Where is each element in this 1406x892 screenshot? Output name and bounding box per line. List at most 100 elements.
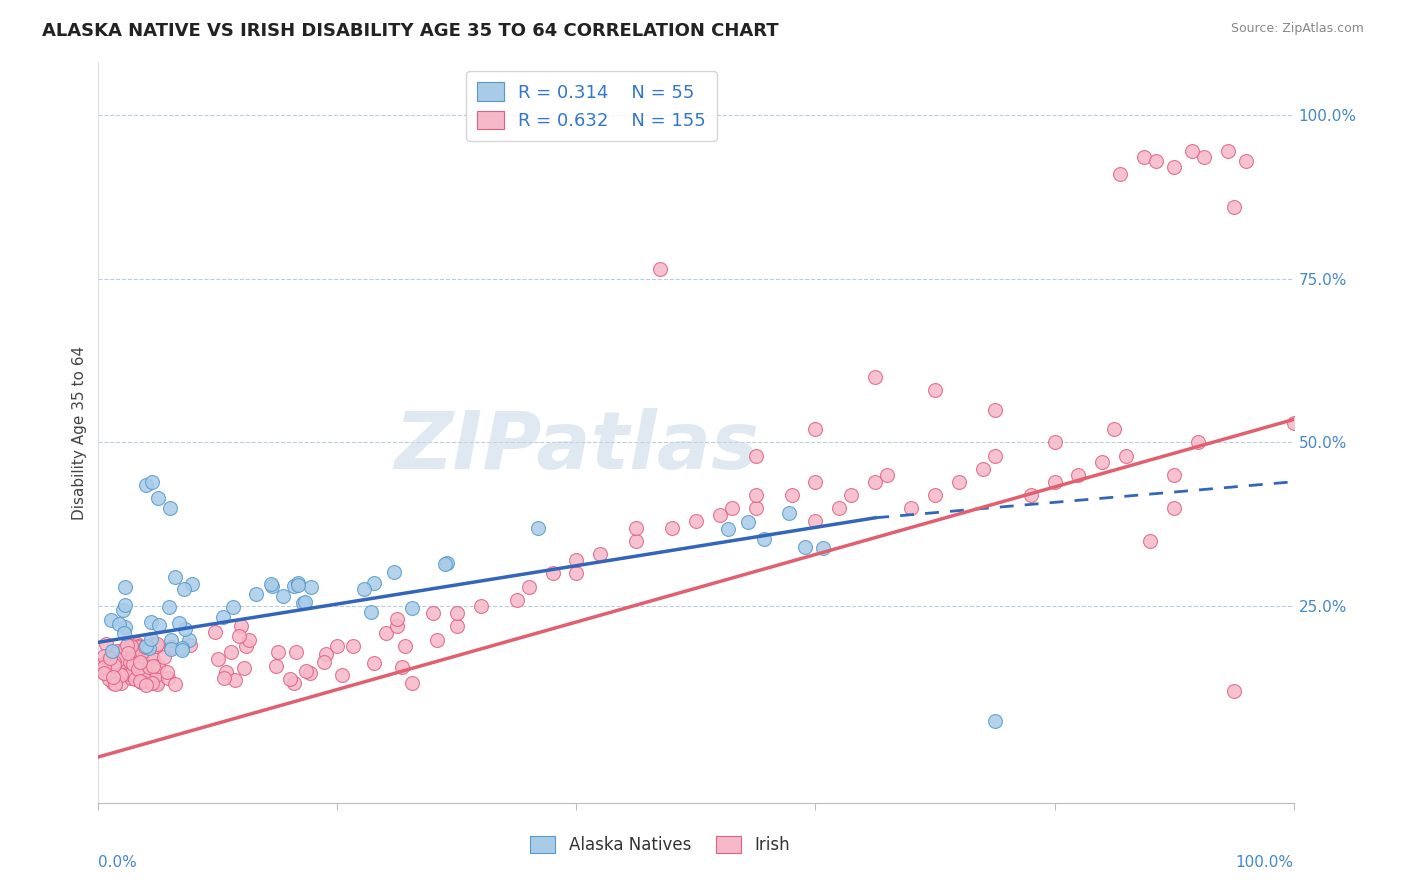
Point (717, 522, 740, 536)
Point (299, 581, 322, 595)
Point (721, 500, 744, 515)
Point (114, 620, 136, 634)
Point (266, 659, 288, 673)
Point (648, 261, 672, 276)
Point (142, 637, 165, 651)
Point (138, 660, 160, 674)
Point (984, 402, 1007, 417)
Point (565, 566, 588, 581)
Point (287, 576, 309, 591)
Point (148, 617, 170, 632)
Point (1187, 435, 1209, 450)
Point (1109, 167, 1132, 181)
Point (114, 641, 136, 656)
Point (330, 667, 353, 681)
Point (315, 648, 337, 662)
Point (179, 638, 201, 652)
Point (107, 663, 129, 677)
Point (865, 370, 887, 384)
Point (211, 610, 233, 624)
Point (394, 640, 416, 654)
Point (131, 675, 153, 690)
Point (138, 675, 160, 690)
Point (235, 639, 257, 653)
Point (165, 677, 187, 691)
Point (145, 639, 167, 653)
Point (114, 665, 136, 680)
Point (165, 570, 187, 584)
Point (135, 678, 157, 692)
Y-axis label: Disability Age 35 to 64: Disability Age 35 to 64 (72, 345, 87, 520)
Point (212, 671, 235, 685)
Point (924, 488, 946, 502)
Point (170, 640, 193, 655)
Point (1163, 500, 1185, 515)
Point (135, 639, 157, 653)
Point (159, 500, 181, 515)
Point (661, 521, 683, 535)
Point (143, 662, 166, 676)
Point (157, 600, 180, 615)
Point (114, 598, 136, 612)
Point (287, 578, 309, 592)
Point (134, 640, 156, 655)
Text: 0.0%: 0.0% (98, 855, 138, 870)
Point (100, 613, 122, 627)
Point (745, 500, 768, 515)
Point (148, 491, 170, 505)
Point (292, 596, 315, 610)
Point (446, 606, 468, 620)
Point (1133, 151, 1156, 165)
Point (541, 566, 564, 581)
Point (142, 665, 165, 680)
Point (142, 659, 165, 673)
Point (221, 599, 243, 614)
Point (267, 645, 290, 659)
Point (111, 654, 134, 668)
Point (97, 672, 120, 686)
Point (127, 662, 149, 676)
Point (101, 670, 124, 684)
Point (360, 605, 382, 619)
Point (1163, 468, 1185, 483)
Point (103, 675, 125, 690)
Point (1192, 151, 1215, 165)
Point (804, 422, 827, 436)
Point (127, 640, 149, 655)
Point (228, 629, 250, 643)
Point (229, 619, 252, 633)
Point (446, 619, 468, 633)
Point (385, 612, 409, 626)
Point (94, 667, 117, 681)
Point (125, 637, 148, 651)
Point (139, 632, 162, 646)
Point (745, 449, 768, 463)
Point (1139, 533, 1161, 548)
Point (121, 648, 143, 663)
Point (107, 665, 129, 679)
Point (136, 670, 159, 684)
Point (391, 660, 413, 674)
Point (589, 547, 612, 561)
Point (900, 500, 922, 515)
Point (1234, 153, 1257, 168)
Point (93, 660, 115, 674)
Point (1043, 435, 1066, 450)
Point (145, 668, 167, 682)
Point (110, 675, 132, 690)
Legend: Alaska Natives, Irish: Alaska Natives, Irish (523, 830, 797, 861)
Point (1019, 488, 1042, 502)
Point (108, 617, 131, 632)
Point (626, 521, 648, 535)
Point (98, 651, 121, 665)
Point (146, 658, 169, 673)
Point (238, 632, 260, 647)
Point (876, 468, 898, 483)
Point (103, 655, 125, 669)
Point (118, 655, 141, 669)
Point (828, 500, 851, 515)
Point (204, 625, 226, 640)
Point (262, 578, 284, 592)
Point (167, 615, 190, 630)
Point (131, 649, 153, 664)
